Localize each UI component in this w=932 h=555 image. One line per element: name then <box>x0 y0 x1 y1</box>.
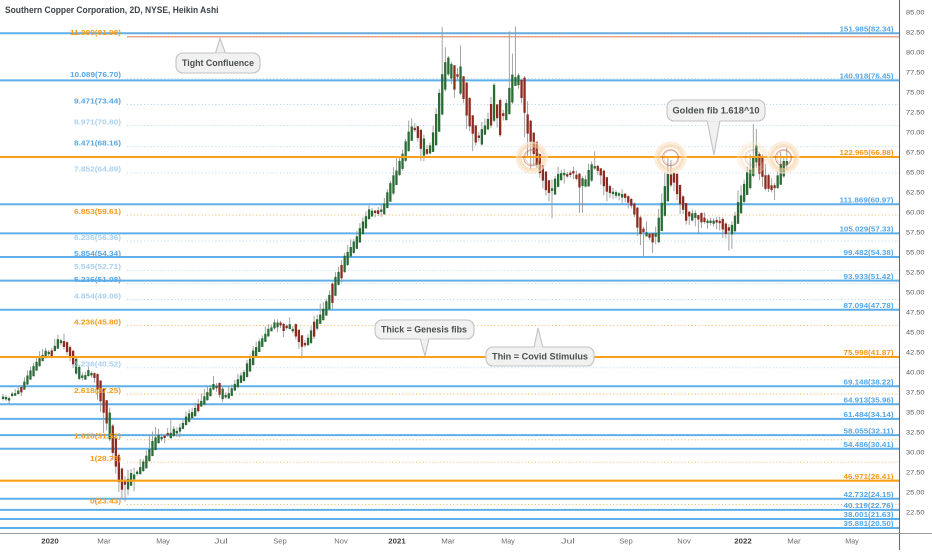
svg-text:54.486(30.41): 54.486(30.41) <box>844 440 895 449</box>
svg-text:2.618(37.25): 2.618(37.25) <box>74 386 122 395</box>
svg-text:3.236(40.52): 3.236(40.52) <box>74 360 122 369</box>
svg-text:32.50: 32.50 <box>906 429 925 436</box>
svg-text:Jul: Jul <box>214 537 228 546</box>
svg-text:Nov: Nov <box>677 537 691 546</box>
svg-text:65.00: 65.00 <box>906 169 925 176</box>
svg-text:46.971(26.41): 46.971(26.41) <box>844 472 895 481</box>
svg-text:57.50: 57.50 <box>906 229 925 236</box>
svg-text:35.00: 35.00 <box>906 409 925 416</box>
svg-text:5.854(54.34): 5.854(54.34) <box>74 249 122 258</box>
svg-text:25.00: 25.00 <box>906 489 925 496</box>
svg-text:1(28.73): 1(28.73) <box>90 454 122 463</box>
svg-text:75.998(41.87): 75.998(41.87) <box>844 348 895 357</box>
svg-text:70.00: 70.00 <box>906 129 925 136</box>
svg-text:55.00: 55.00 <box>906 249 925 256</box>
svg-text:77.50: 77.50 <box>906 69 925 76</box>
svg-text:99.482(54.38): 99.482(54.38) <box>844 248 895 257</box>
svg-text:8.471(68.16): 8.471(68.16) <box>74 139 122 148</box>
svg-text:67.50: 67.50 <box>906 149 925 156</box>
svg-text:Thin = Covid Stimulus: Thin = Covid Stimulus <box>492 352 588 362</box>
svg-text:5.236(51.08): 5.236(51.08) <box>74 275 122 284</box>
svg-text:6.853(59.61): 6.853(59.61) <box>74 207 122 216</box>
svg-text:30.00: 30.00 <box>906 449 925 456</box>
svg-text:85.00: 85.00 <box>906 9 925 16</box>
svg-text:87.094(47.78): 87.094(47.78) <box>844 301 895 310</box>
svg-text:4.236(45.80): 4.236(45.80) <box>74 317 122 326</box>
svg-text:35.881(20.50): 35.881(20.50) <box>844 519 895 528</box>
svg-text:27.50: 27.50 <box>906 469 925 476</box>
svg-text:11.089(81.98): 11.089(81.98) <box>70 28 122 37</box>
svg-text:80.00: 80.00 <box>906 49 925 56</box>
svg-text:2021: 2021 <box>388 537 406 546</box>
svg-text:93.933(51.42): 93.933(51.42) <box>844 272 895 281</box>
svg-text:69.148(38.22): 69.148(38.22) <box>844 377 895 386</box>
svg-text:111.869(60.97): 111.869(60.97) <box>840 195 895 204</box>
svg-text:62.50: 62.50 <box>906 189 925 196</box>
svg-text:61.484(34.14): 61.484(34.14) <box>844 410 895 419</box>
svg-text:140.918(76.45): 140.918(76.45) <box>840 72 895 81</box>
svg-text:10.089(76.70): 10.089(76.70) <box>70 70 122 79</box>
svg-text:9.471(73.44): 9.471(73.44) <box>74 96 122 105</box>
svg-text:37.50: 37.50 <box>906 389 925 396</box>
svg-text:40.119(22.76): 40.119(22.76) <box>844 501 895 510</box>
svg-text:122.965(66.88): 122.965(66.88) <box>840 148 895 157</box>
svg-text:45.00: 45.00 <box>906 329 925 336</box>
svg-text:Tight Confluence: Tight Confluence <box>182 58 254 68</box>
svg-text:Mar: Mar <box>97 537 111 546</box>
svg-text:64.913(35.96): 64.913(35.96) <box>844 396 895 405</box>
svg-text:Golden fib 1.618^10: Golden fib 1.618^10 <box>673 106 760 116</box>
svg-text:22.50: 22.50 <box>906 509 925 516</box>
svg-text:Mar: Mar <box>441 537 455 546</box>
svg-text:0(23.43): 0(23.43) <box>90 496 122 505</box>
svg-text:Thick = Genesis fibs: Thick = Genesis fibs <box>381 325 467 335</box>
svg-text:May: May <box>156 537 170 546</box>
svg-text:151.985(82.34): 151.985(82.34) <box>840 25 895 34</box>
svg-text:47.50: 47.50 <box>906 309 925 316</box>
svg-text:42.732(24.15): 42.732(24.15) <box>844 490 895 499</box>
svg-text:105.029(57.33): 105.029(57.33) <box>840 225 895 234</box>
svg-text:60.00: 60.00 <box>906 209 925 216</box>
svg-text:Southern Copper Corporation, 2: Southern Copper Corporation, 2D, NYSE, H… <box>5 5 219 15</box>
svg-text:1.618(31.52): 1.618(31.52) <box>74 432 122 441</box>
svg-text:52.50: 52.50 <box>906 269 925 276</box>
svg-text:Sep: Sep <box>273 537 287 546</box>
svg-text:2020: 2020 <box>41 537 58 546</box>
svg-text:4.854(49.06): 4.854(49.06) <box>74 291 122 300</box>
svg-text:5.545(52.71): 5.545(52.71) <box>74 262 122 271</box>
svg-text:42.50: 42.50 <box>906 349 925 356</box>
svg-text:May: May <box>845 537 859 546</box>
svg-text:75.00: 75.00 <box>906 89 925 96</box>
svg-text:58.055(32.11): 58.055(32.11) <box>844 426 895 435</box>
svg-text:40.00: 40.00 <box>906 369 925 376</box>
svg-text:Nov: Nov <box>334 537 348 546</box>
svg-text:Mar: Mar <box>787 537 801 546</box>
svg-text:Jul: Jul <box>561 537 575 546</box>
svg-text:50.00: 50.00 <box>906 289 925 296</box>
svg-text:7.852(64.89): 7.852(64.89) <box>74 165 122 174</box>
svg-text:72.50: 72.50 <box>906 109 925 116</box>
svg-text:2022: 2022 <box>734 537 751 546</box>
svg-text:6.236(56.36): 6.236(56.36) <box>74 233 122 242</box>
svg-text:38.001(21.63): 38.001(21.63) <box>844 510 895 519</box>
svg-text:8.971(70.80): 8.971(70.80) <box>74 117 122 126</box>
svg-text:82.50: 82.50 <box>906 29 925 36</box>
svg-text:May: May <box>501 537 515 546</box>
svg-text:Sep: Sep <box>619 537 633 546</box>
